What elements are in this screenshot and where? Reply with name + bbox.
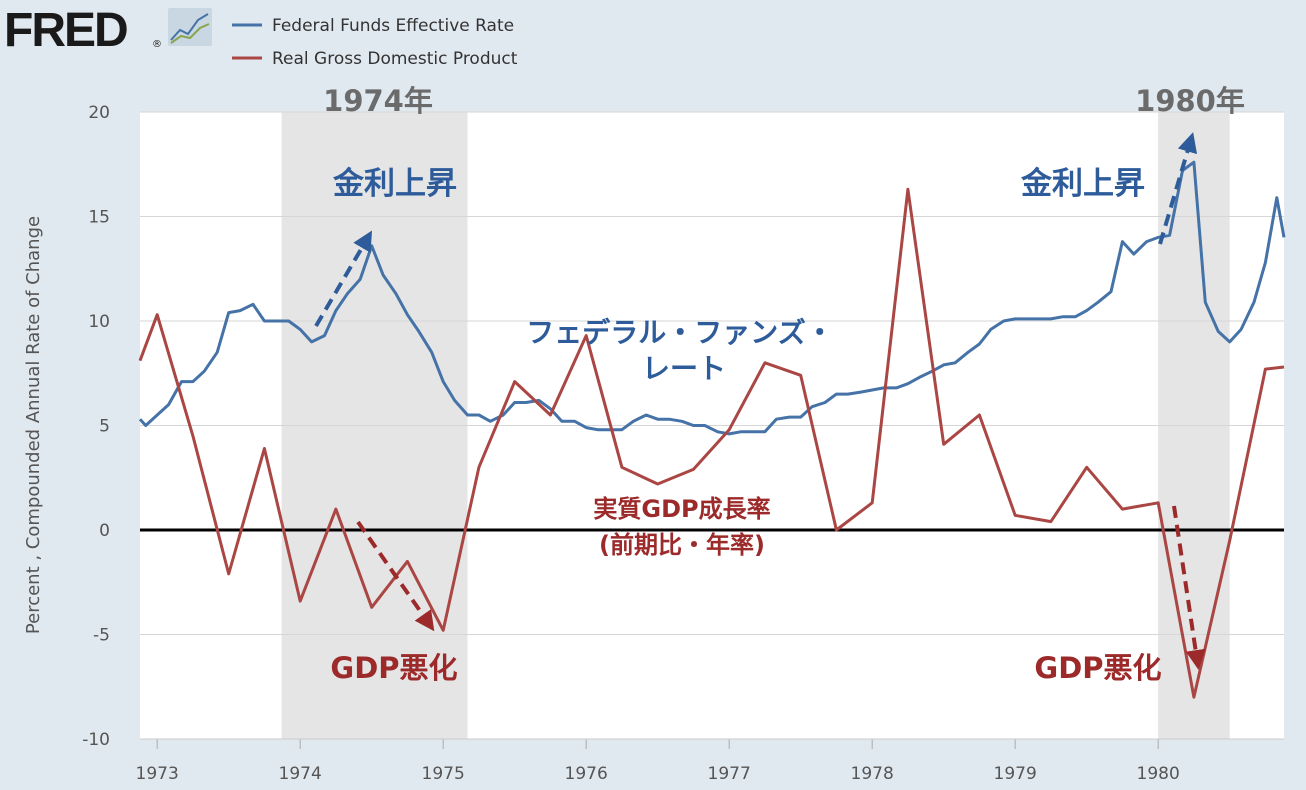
x-tick-label: 1973	[136, 764, 179, 784]
x-tick-label: 1976	[565, 764, 608, 784]
annotation-ffr-label-line1: フェデラル・ファンズ・	[526, 316, 833, 349]
annotation-rate-rise-2: 金利上昇	[1020, 166, 1145, 202]
x-tick-label: 1978	[851, 764, 894, 784]
annotation-gdp-worse-2: GDP悪化	[1034, 651, 1161, 685]
legend: Federal Funds Effective Rate Real Gross …	[232, 16, 518, 69]
y-tick-label: 5	[99, 417, 110, 437]
x-tick-label: 1975	[422, 764, 465, 784]
fred-logo[interactable]: FRED ®	[4, 4, 212, 57]
annotation-year-1980: 1980年	[1135, 84, 1245, 118]
x-axis-ticks: 1973 1974 1975 1976 1977 1978 1979 1980	[136, 738, 1284, 784]
annotation-gdp-label-line1: 実質GDP成長率	[593, 495, 770, 523]
series-group	[138, 160, 1286, 699]
y-tick-label: 0	[99, 521, 110, 541]
legend-label-gdp: Real Gross Domestic Product	[272, 49, 518, 69]
y-axis-label: Percent , Compounded Annual Rate of Chan…	[23, 216, 44, 634]
fred-logo-registered: ®	[152, 39, 162, 50]
legend-item-gdp[interactable]: Real Gross Domestic Product	[232, 49, 518, 69]
legend-item-ffr[interactable]: Federal Funds Effective Rate	[232, 16, 514, 36]
series-line-ffr	[138, 160, 1286, 436]
y-tick-label: 20	[88, 103, 110, 123]
x-tick-label: 1977	[708, 764, 751, 784]
y-tick-label: -5	[93, 626, 110, 646]
x-tick-label: 1979	[994, 764, 1037, 784]
annotation-ffr-label-line2: レート	[642, 352, 726, 385]
annotation-year-1974: 1974年	[323, 84, 433, 118]
y-tick-label: 15	[88, 208, 110, 228]
legend-label-ffr: Federal Funds Effective Rate	[272, 16, 514, 36]
y-tick-label: -10	[82, 730, 110, 750]
x-tick-label: 1974	[279, 764, 322, 784]
annotation-rate-rise-1: 金利上昇	[332, 166, 457, 202]
x-tick-label: 1980	[1137, 764, 1180, 784]
series-line-gdp	[138, 187, 1285, 699]
gdp-worse-arrow-2	[1172, 505, 1206, 670]
y-axis-ticks: -10 -5 0 5 10 15 20	[82, 103, 110, 750]
y-tick-label: 10	[88, 312, 110, 332]
annotation-gdp-label-line2: (前期比・年率)	[599, 531, 765, 559]
fred-logo-chart-icon	[168, 8, 212, 46]
fred-logo-text: FRED	[4, 4, 127, 57]
annotation-gdp-worse-1: GDP悪化	[330, 651, 457, 685]
gdp-worse-arrow-1	[356, 520, 435, 632]
